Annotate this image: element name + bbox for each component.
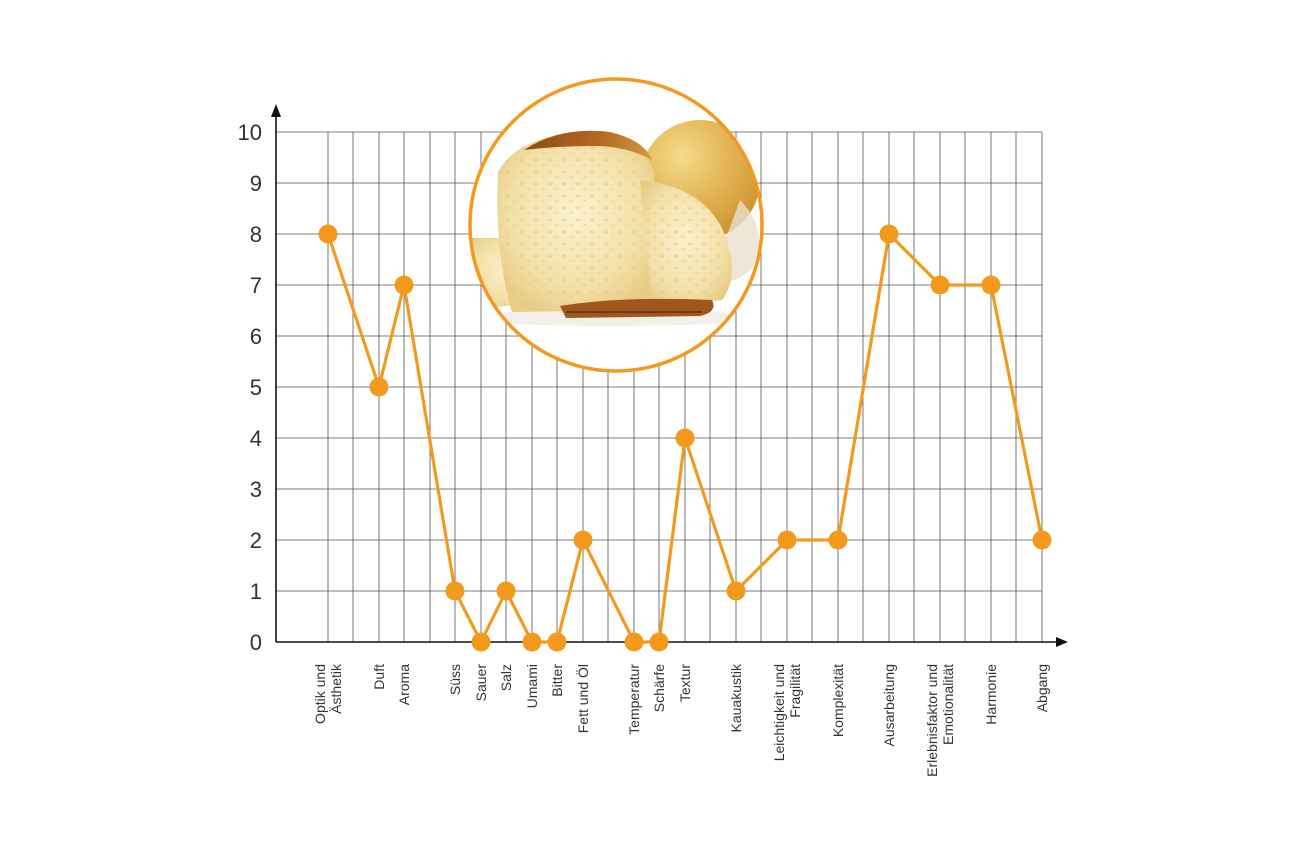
data-point [930,275,950,295]
x-tick-label: Sauer [473,664,489,702]
x-tick-label: Ausarbeitung [881,664,897,747]
data-point [777,530,797,550]
x-tick-label: Abgang [1034,664,1050,712]
data-point [496,581,516,601]
y-tick-label: 4 [250,426,262,451]
grid [276,131,1043,642]
y-tick-label: 0 [250,630,262,655]
data-point [369,377,389,397]
x-tick-label: Schärfe [651,664,667,712]
y-tick-label: 9 [250,171,262,196]
data-point [573,530,593,550]
x-tick-label-line: Umami [524,664,540,708]
x-tick-label-line: Leichtigkeit und [771,664,787,761]
y-tick-label: 7 [250,273,262,298]
x-tick-label-line: Duft [371,664,387,690]
x-tick-label: Textur [677,664,693,702]
data-point [471,632,491,652]
data-point [675,428,695,448]
x-tick-label: Aroma [396,664,412,705]
data-point [1032,530,1052,550]
data-point [522,632,542,652]
x-axis-arrow [1056,637,1068,647]
data-point [547,632,567,652]
x-tick-label-line: Schärfe [651,664,667,712]
x-tick-label: Salz [498,664,514,691]
x-tick-label: Süss [447,664,463,695]
y-tick-label: 5 [250,375,262,400]
x-tick-label-line: Komplexität [830,664,846,737]
x-tick-label: Duft [371,664,387,690]
bread-photo [468,77,764,373]
x-tick-label: Temperatur [626,664,642,735]
y-axis-arrow [271,104,281,117]
x-tick-label: Bitter [549,664,565,697]
data-point [981,275,1001,295]
y-tick-label: 3 [250,477,262,502]
y-tick-labels: 0 1 2 3 4 5 6 7 8 9 10 [238,120,262,655]
y-tick-label: 8 [250,222,262,247]
x-tick-labels: Optik und Ästhetik Duft Aroma Süss Sauer Salz U… [312,663,1050,777]
x-tick-label-line: Harmonie [983,664,999,725]
x-tick-label-line: Optik und [312,664,328,724]
x-tick-label: Optik und Ästhetik [312,663,344,724]
data-point [649,632,669,652]
data-point [624,632,644,652]
data-point [318,224,338,244]
x-tick-label-line: Fragilität [787,664,803,718]
x-tick-label-line: Kauakustik [728,663,744,732]
x-tick-label-line: Süss [447,664,463,695]
series-points [318,224,1052,652]
data-point [726,581,746,601]
x-tick-label: Harmonie [983,664,999,725]
data-point [394,275,414,295]
x-tick-label-line: Abgang [1034,664,1050,712]
x-tick-label-line: Textur [677,664,693,702]
x-tick-label: Erlebnisfaktor und Emotionalität [924,664,956,777]
x-tick-label: Fett und Öl [574,664,591,733]
y-tick-label: 10 [238,120,262,145]
x-tick-label: Komplexität [830,664,846,737]
x-tick-label: Kauakustik [728,663,744,732]
x-tick-label-line: Erlebnisfaktor und [924,664,940,777]
x-tick-label-line: Bitter [549,664,565,697]
x-tick-label-line: Salz [498,664,514,691]
y-tick-label: 6 [250,324,262,349]
x-tick-label-line: Emotionalität [940,664,956,745]
data-point [445,581,465,601]
x-tick-label-line: Aroma [396,664,412,705]
x-tick-label-line: Ausarbeitung [881,664,897,747]
data-point [828,530,848,550]
y-tick-label: 1 [250,579,262,604]
x-tick-label: Umami [524,664,540,708]
x-tick-label-line: Ästhetik [328,663,344,714]
y-tick-label: 2 [250,528,262,553]
x-tick-label: Leichtigkeit und Fragilität [771,664,803,761]
x-tick-label-line: Sauer [473,664,489,702]
x-tick-label-line: Temperatur [626,664,642,735]
data-point [879,224,899,244]
x-tick-label-line: Fett und Öl [574,664,591,733]
